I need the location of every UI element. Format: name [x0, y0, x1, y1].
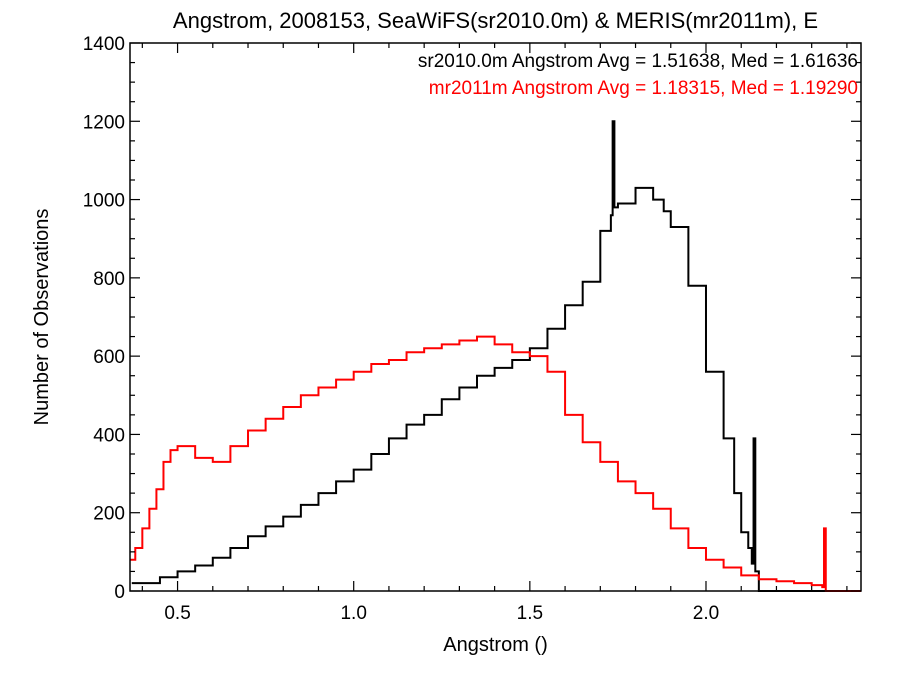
- y-tick-label: 1000: [83, 191, 125, 212]
- series-line-1: [131, 120, 861, 592]
- plot-area-frame: [129, 42, 862, 592]
- legend-entry-2: mr2011m Angstrom Avg = 1.18315, Med = 1.…: [429, 78, 858, 99]
- series-layer: [130, 120, 861, 592]
- x-tick-label: 1.5: [517, 603, 543, 624]
- x-axis-label: Angstrom (): [443, 634, 547, 656]
- y-axis-label: Number of Observations: [31, 209, 53, 426]
- y-tick-label: 800: [93, 269, 125, 290]
- y-tick-label: 1200: [83, 112, 125, 133]
- series-line-2: [130, 335, 861, 592]
- chart-title: Angstrom, 2008153, SeaWiFS(sr2010.0m) & …: [173, 8, 818, 33]
- legend: sr2010.0m Angstrom Avg = 1.51638, Med = …: [418, 51, 858, 99]
- y-tick-label: 400: [93, 425, 125, 446]
- x-axis: 0.5 1.0 1.5 2.0: [141, 43, 848, 624]
- legend-entry-1: sr2010.0m Angstrom Avg = 1.51638, Med = …: [418, 51, 858, 72]
- y-tick-label: 200: [93, 504, 125, 525]
- y-axis: 0 200 400 600 800 1000 1200 1400: [83, 34, 861, 603]
- y-tick-label: 1400: [83, 34, 125, 55]
- y-tick-label: 0: [114, 582, 125, 603]
- x-tick-label: 2.0: [693, 603, 719, 624]
- x-tick-label: 1.0: [340, 603, 366, 624]
- x-tick-label: 0.5: [164, 603, 190, 624]
- y-tick-label: 600: [93, 347, 125, 368]
